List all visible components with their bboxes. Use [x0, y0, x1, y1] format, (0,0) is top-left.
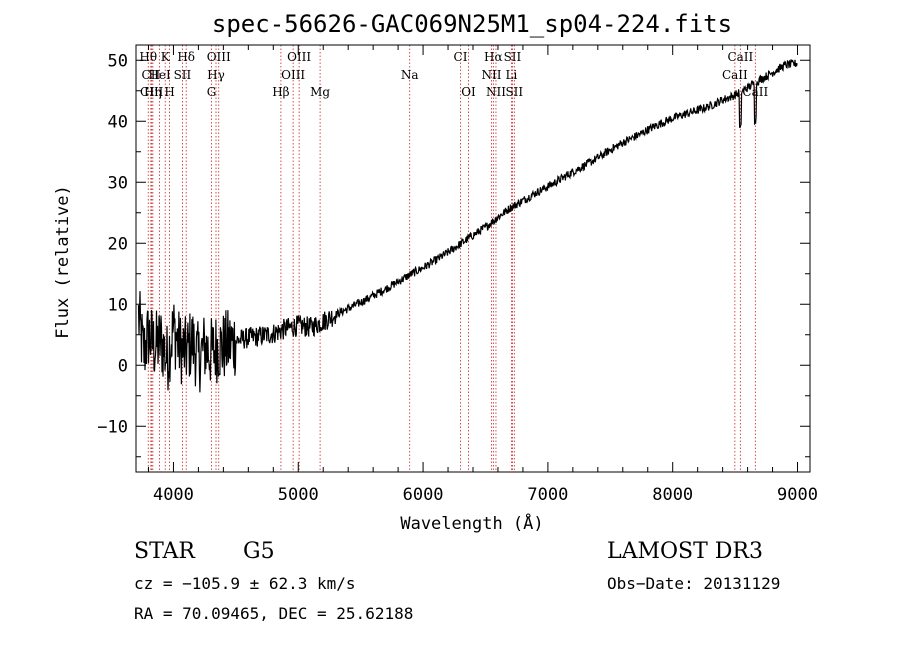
line-label: CII — [142, 68, 161, 82]
object-type: STAR — [134, 539, 195, 564]
line-label: SII — [505, 85, 523, 99]
line-label: OIII — [287, 50, 311, 64]
line-label: CaII — [742, 85, 768, 99]
y-tick-label: 0 — [118, 356, 128, 376]
subclass: G5 — [243, 539, 275, 564]
y-axis-label: Flux (relative) — [53, 185, 73, 339]
y-tick-label: −10 — [97, 417, 128, 437]
x-axis-ticks: 4000 5000 6000 7000 8000 9000 — [147, 45, 818, 505]
line-label: SII — [504, 50, 522, 64]
chart-title: spec-56626-GAC069N25M1_sp04-224.fits — [212, 10, 732, 38]
x-tick-label: 4000 — [153, 485, 194, 505]
line-label: Hβ — [272, 85, 289, 99]
spectrum-line — [137, 59, 798, 393]
line-label: Mg — [310, 85, 330, 99]
line-label: CaII — [722, 68, 748, 82]
x-tick-label: 9000 — [777, 485, 818, 505]
line-label: Hδ — [177, 50, 195, 64]
line-label: Hγ — [207, 68, 225, 82]
y-tick-label: 20 — [108, 234, 128, 254]
line-label: Na — [401, 68, 419, 82]
line-label: H — [164, 85, 174, 99]
line-label: CaII — [727, 50, 753, 64]
x-tick-label: 6000 — [403, 485, 444, 505]
x-tick-label: 5000 — [278, 485, 319, 505]
line-label: OIII — [281, 68, 305, 82]
ra-dec: RA = 70.09465, DEC = 25.62188 — [134, 604, 414, 623]
line-label: CIII — [140, 85, 164, 99]
y-tick-label: 50 — [108, 51, 128, 71]
line-label: OI — [461, 85, 476, 99]
obs-date: Obs−Date: 20131129 — [607, 574, 781, 593]
line-label: K — [161, 50, 171, 64]
y-tick-label: 10 — [108, 295, 128, 315]
line-label: Hα — [484, 50, 503, 64]
cz-value: cz = −105.9 ± 62.3 km/s — [134, 574, 356, 593]
y-axis-ticks: −10 0 10 20 30 40 50 — [97, 51, 810, 458]
line-label: SII — [174, 68, 192, 82]
line-label: NII — [486, 85, 506, 99]
y-tick-label: 40 — [108, 112, 128, 132]
line-label: NII — [481, 68, 501, 82]
line-label: OIII — [207, 50, 231, 64]
survey-name: LAMOST DR3 — [607, 539, 763, 564]
line-label: CI — [454, 50, 468, 64]
y-tick-label: 30 — [108, 173, 128, 193]
x-tick-label: 7000 — [527, 485, 568, 505]
line-label: HeI — [148, 68, 171, 82]
x-tick-label: 8000 — [652, 485, 693, 505]
line-label: Hθ — [139, 50, 157, 64]
line-label: Hη — [144, 85, 162, 99]
line-label: G — [207, 85, 217, 99]
spectral-line-markers — [147, 45, 756, 472]
x-axis-label: Wavelength (Å) — [400, 512, 543, 534]
line-label: Li — [506, 68, 518, 82]
